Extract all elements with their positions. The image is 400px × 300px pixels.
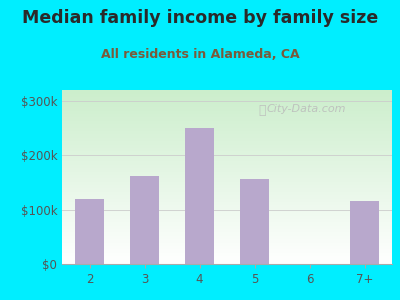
Text: ⓘ: ⓘ xyxy=(258,104,266,117)
Bar xyxy=(130,176,159,264)
Text: All residents in Alameda, CA: All residents in Alameda, CA xyxy=(101,48,299,61)
Bar xyxy=(185,128,214,264)
Bar xyxy=(350,202,379,264)
Text: City-Data.com: City-Data.com xyxy=(267,104,346,114)
Bar xyxy=(75,199,104,264)
Bar xyxy=(240,178,269,264)
Text: Median family income by family size: Median family income by family size xyxy=(22,9,378,27)
